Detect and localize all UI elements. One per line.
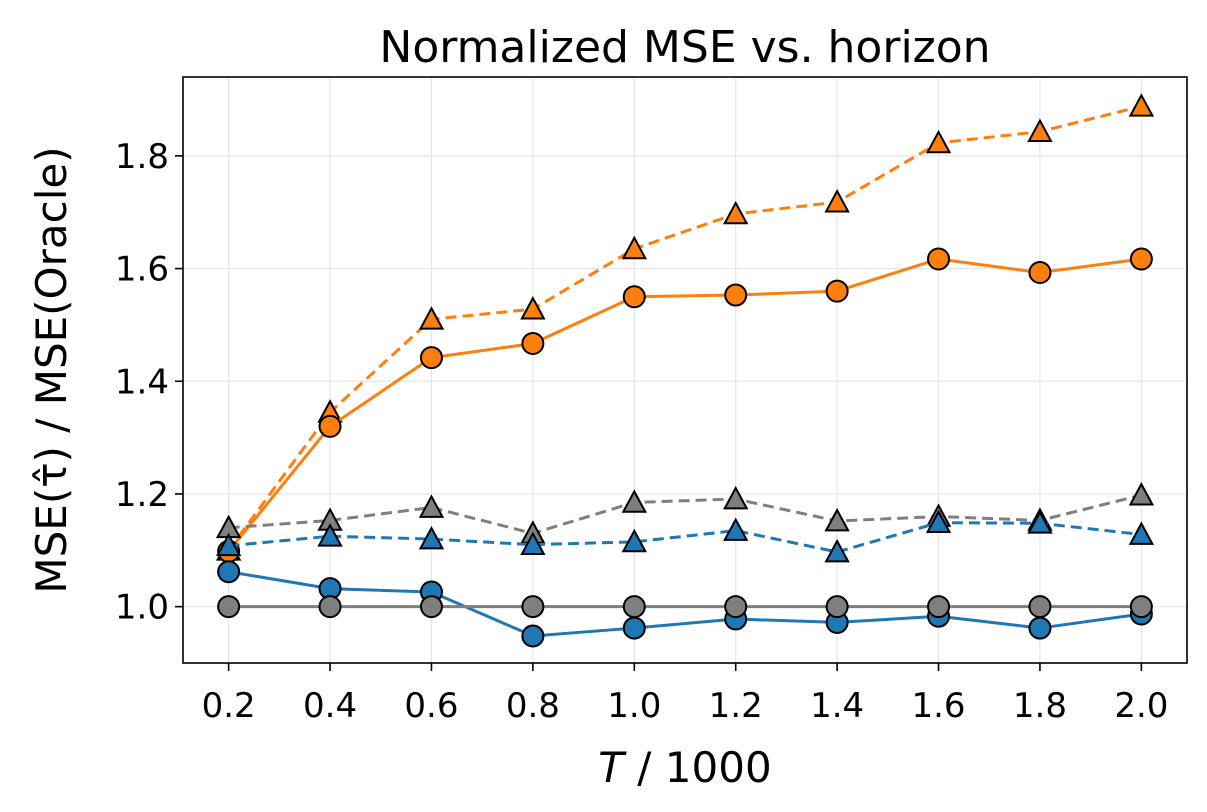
x-tick-label: 1.0	[607, 686, 661, 726]
data-point-triangle	[1128, 93, 1155, 117]
data-point-triangle	[1027, 510, 1053, 534]
data-point-triangle	[317, 523, 343, 547]
data-point-circle	[1129, 247, 1153, 271]
x-tick-label: 0.2	[202, 686, 256, 726]
x-tick-label: 0.6	[404, 686, 458, 726]
series-2	[217, 247, 1153, 563]
x-tick-label: 1.2	[709, 686, 763, 726]
data-point-triangle	[1027, 118, 1053, 143]
chart-title: Normalized MSE vs. horizon	[379, 22, 990, 73]
data-point-triangle	[723, 517, 749, 541]
y-tick-label: 1.2	[115, 475, 169, 515]
series-line	[228, 570, 1142, 638]
y-tick-label: 1.0	[115, 588, 169, 628]
data-point-triangle	[418, 494, 445, 518]
data-point-triangle	[520, 531, 546, 556]
data-point-triangle	[621, 235, 647, 260]
data-point-triangle	[925, 129, 952, 154]
x-tick-label: 0.8	[506, 686, 560, 726]
data-point-circle	[927, 595, 951, 619]
data-point-triangle	[723, 200, 749, 225]
data-point-triangle	[925, 509, 952, 534]
data-point-circle	[419, 595, 443, 619]
data-point-triangle	[1128, 521, 1155, 545]
data-point-triangle	[418, 525, 445, 550]
series-1	[215, 93, 1155, 561]
y-tick-label: 1.8	[115, 137, 169, 177]
grid-lines	[183, 77, 1187, 663]
data-point-circle	[622, 595, 646, 619]
data-point-circle	[217, 560, 241, 584]
series-4	[215, 509, 1155, 563]
data-point-triangle	[520, 296, 546, 320]
data-point-triangle	[621, 489, 647, 513]
plot-series	[215, 93, 1155, 648]
data-point-triangle	[824, 507, 850, 532]
series-line	[228, 493, 1142, 535]
series-line	[227, 257, 1142, 553]
data-point-triangle	[824, 188, 850, 213]
data-point-circle	[622, 285, 646, 309]
x-axis-label: T / 1000	[598, 743, 771, 792]
data-point-circle	[1028, 261, 1052, 285]
data-point-triangle	[1128, 481, 1155, 506]
data-point-circle	[927, 247, 951, 271]
y-tick-label: 1.6	[115, 250, 169, 290]
data-point-circle	[724, 595, 748, 619]
data-point-circle	[419, 346, 443, 370]
data-point-circle	[1028, 595, 1052, 619]
plot-frame	[182, 76, 1188, 664]
series-line	[227, 104, 1142, 552]
data-point-circle	[825, 279, 849, 303]
y-axis-label: MSE(τ̂) / MSE(Oracle)	[27, 146, 76, 593]
data-point-triangle	[215, 532, 242, 557]
data-point-circle	[825, 595, 849, 619]
axis-ticks: 0.2 0.4 0.6 0.8 1.0 1.2 1.4 1.6 1.8 2.0 1.0 1.2 1.4 1…	[115, 137, 1168, 726]
data-point-circle	[724, 283, 748, 307]
x-tick-label: 0.4	[303, 686, 357, 726]
data-point-circle	[1129, 595, 1153, 619]
x-axis-label-rest: / 1000	[624, 743, 772, 792]
data-point-triangle	[723, 485, 749, 510]
data-point-circle	[217, 595, 241, 619]
data-point-circle	[622, 616, 646, 640]
data-point-circle	[318, 595, 342, 619]
data-point-triangle	[418, 306, 445, 330]
x-axis-label-variable: T	[598, 743, 627, 792]
series-3	[215, 481, 1155, 544]
data-point-circle	[318, 414, 342, 438]
data-point-circle	[521, 595, 545, 619]
data-point-circle	[1028, 616, 1052, 640]
x-tick-label: 2.0	[1114, 686, 1168, 726]
data-point-circle	[521, 624, 545, 648]
x-tick-label: 1.6	[911, 686, 965, 726]
data-point-triangle	[824, 538, 850, 563]
data-point-triangle	[621, 528, 647, 553]
x-tick-label: 1.4	[810, 686, 864, 726]
series-line	[228, 521, 1142, 554]
data-point-circle	[521, 332, 545, 356]
x-tick-label: 1.8	[1013, 686, 1067, 726]
series-6	[217, 595, 1153, 619]
y-tick-label: 1.4	[115, 362, 169, 402]
series-5	[217, 560, 1153, 648]
